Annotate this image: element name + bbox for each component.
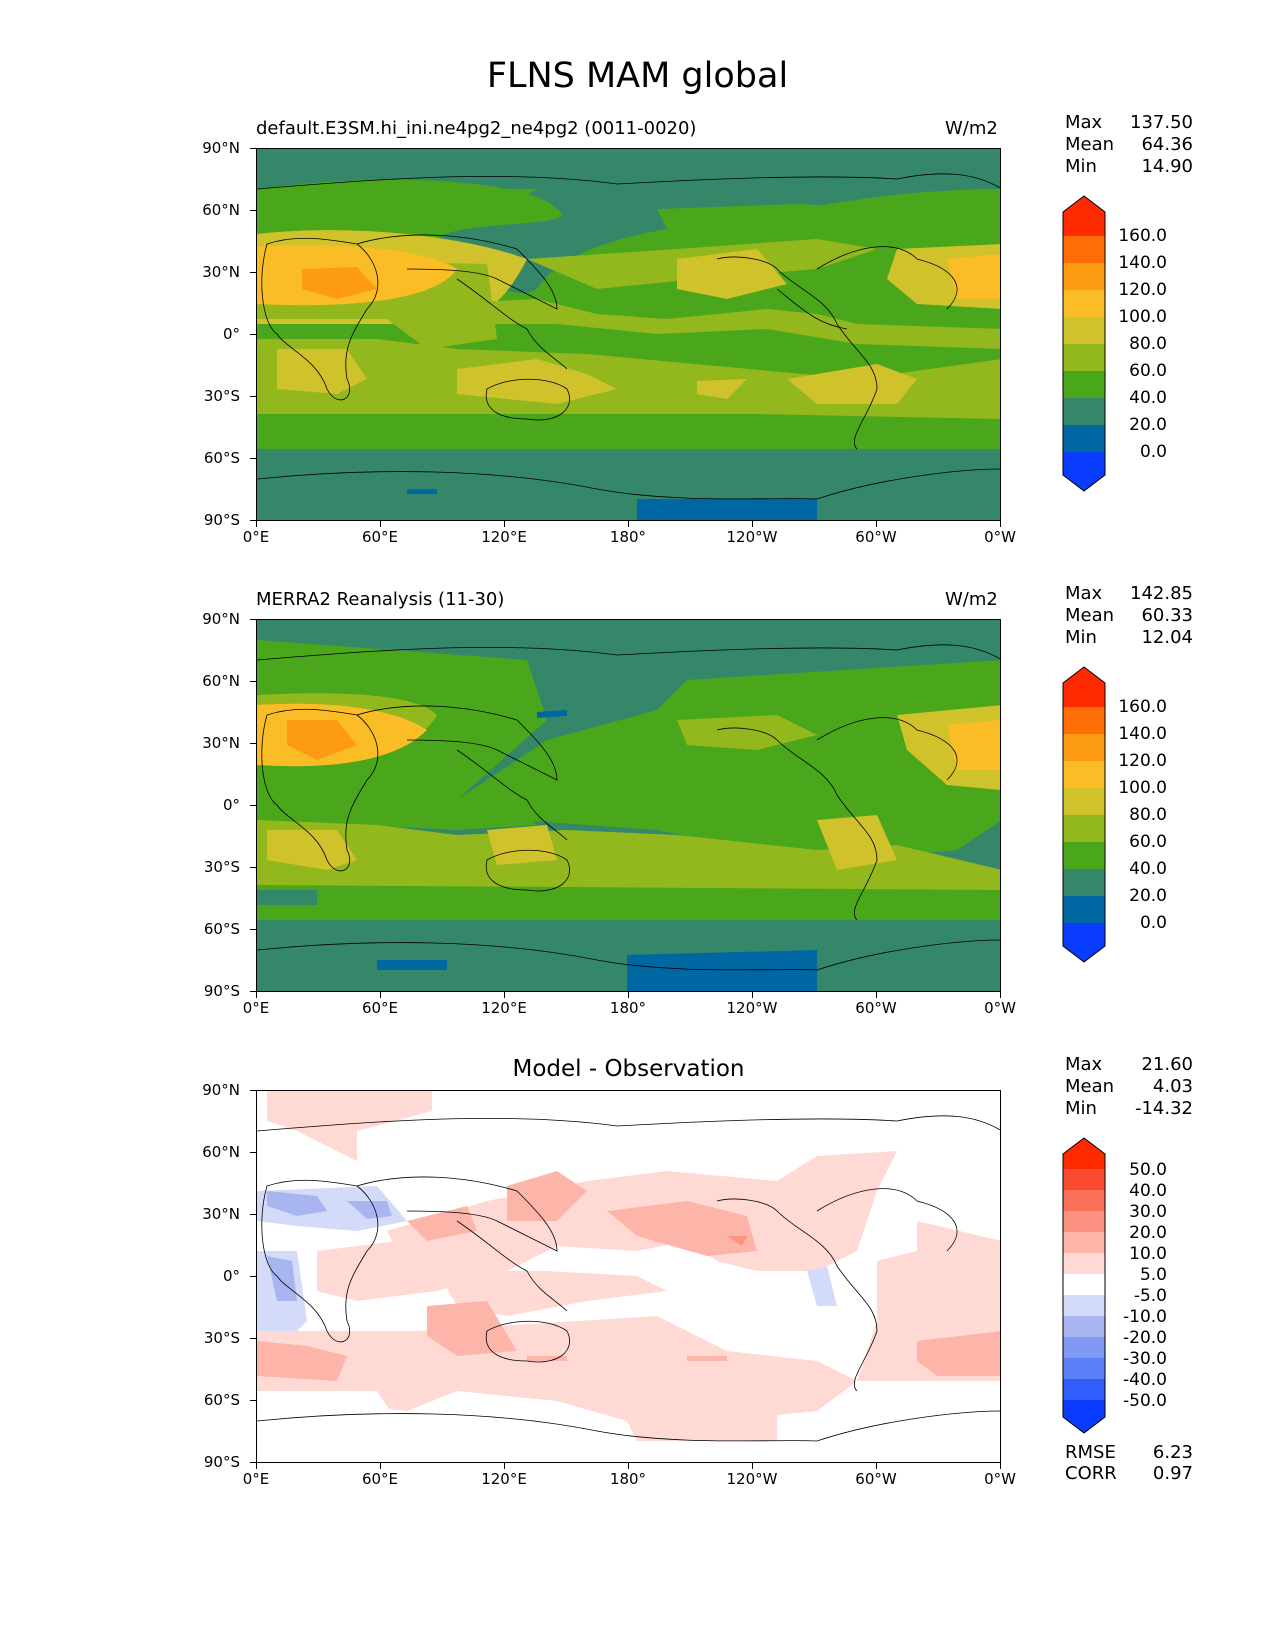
lon-tick-120w: 120°W: [726, 999, 778, 1017]
lat-tick-90s: 90°S: [203, 1453, 240, 1471]
corr-label: CORR: [1065, 1463, 1117, 1484]
lat-tick-90n: 90°N: [202, 1081, 240, 1099]
lat-tick-30n: 30°N: [202, 734, 240, 752]
model-cbar-label: 100.0: [1118, 307, 1167, 327]
diff-cbar-label: 5.0: [1139, 1265, 1167, 1285]
diff-stats: Max 21.60 Mean 4.03 Min -14.32: [1065, 1054, 1193, 1119]
diff-cbar-label: 10.0: [1129, 1244, 1167, 1264]
lat-tick-0: 0°: [222, 325, 240, 343]
rmse-label: RMSE: [1065, 1442, 1116, 1463]
obs-cbar-label: 0.0: [1139, 913, 1167, 933]
lat-tick-90s: 90°S: [203, 511, 240, 529]
obs-stats: Max 142.85 Mean 60.33 Min 12.04: [1065, 583, 1193, 648]
model-units: W/m2: [945, 118, 998, 139]
model-cbar-label: 0.0: [1139, 442, 1167, 462]
obs-map: [256, 619, 1001, 992]
lon-tick-120w: 120°W: [726, 1470, 778, 1488]
obs-cbar-label: 160.0: [1118, 697, 1167, 717]
model-cbar-label: 120.0: [1118, 280, 1167, 300]
lat-tick-60n: 60°N: [202, 672, 240, 690]
obs-cbar-label: 120.0: [1118, 751, 1167, 771]
obs-units: W/m2: [945, 589, 998, 610]
lon-tick-0w: 0°W: [984, 528, 1016, 546]
obs-cbar-label: 20.0: [1129, 886, 1167, 906]
diff-cbar-label: 20.0: [1129, 1223, 1167, 1243]
lat-tick-60s: 60°S: [203, 449, 240, 467]
model-stats: Max 137.50 Mean 64.36 Min 14.90: [1065, 112, 1193, 177]
lat-tick-30s: 30°S: [203, 387, 240, 405]
lat-tick-30n: 30°N: [202, 263, 240, 281]
lat-tick-30s: 30°S: [203, 858, 240, 876]
lon-tick-0e: 0°E: [242, 528, 270, 546]
lon-tick-120e: 120°E: [481, 528, 527, 546]
model-panel: default.E3SM.hi_ini.ne4pg2_ne4pg2 (0011-…: [0, 112, 1275, 588]
model-cbar-label: 80.0: [1129, 334, 1167, 354]
lon-tick-120e: 120°E: [481, 999, 527, 1017]
diff-cbar-label: -10.0: [1123, 1307, 1167, 1327]
obs-cbar-label: 140.0: [1118, 724, 1167, 744]
model-cbar-label: 160.0: [1118, 226, 1167, 246]
diff-metrics: RMSE 6.23 CORR 0.97: [1065, 1442, 1193, 1484]
model-cbar-label: 20.0: [1129, 415, 1167, 435]
lon-tick-60w: 60°W: [855, 1470, 897, 1488]
lon-tick-0e: 0°E: [242, 1470, 270, 1488]
lon-tick-0w: 0°W: [984, 1470, 1016, 1488]
diff-colorbar: [1062, 1137, 1106, 1434]
lon-tick-60e: 60°E: [361, 1470, 399, 1488]
lon-tick-180: 180°: [609, 1470, 647, 1488]
lon-tick-120w: 120°W: [726, 528, 778, 546]
diff-cbar-label: 40.0: [1129, 1181, 1167, 1201]
diff-cbar-label: -30.0: [1123, 1349, 1167, 1369]
lon-tick-0e: 0°E: [242, 999, 270, 1017]
obs-colorbar: [1062, 666, 1106, 963]
obs-panel-title: MERRA2 Reanalysis (11-30): [256, 589, 505, 610]
obs-cbar-label: 100.0: [1118, 778, 1167, 798]
lat-tick-60n: 60°N: [202, 1143, 240, 1161]
diff-panel: Model - Observation: [0, 1054, 1275, 1500]
obs-cbar-label: 80.0: [1129, 805, 1167, 825]
model-cbar-label: 60.0: [1129, 361, 1167, 381]
lon-tick-180: 180°: [609, 528, 647, 546]
lon-tick-60e: 60°E: [361, 528, 399, 546]
lat-tick-30n: 30°N: [202, 1205, 240, 1223]
model-panel-title: default.E3SM.hi_ini.ne4pg2_ne4pg2 (0011-…: [256, 118, 697, 139]
diff-cbar-label: -20.0: [1123, 1328, 1167, 1348]
rmse-value: 6.23: [1152, 1442, 1193, 1463]
lat-tick-90s: 90°S: [203, 982, 240, 1000]
lat-tick-60n: 60°N: [202, 201, 240, 219]
lat-tick-90n: 90°N: [202, 139, 240, 157]
obs-panel: MERRA2 Reanalysis (11-30) W/m2: [0, 583, 1275, 1059]
diff-map: [256, 1090, 1001, 1463]
corr-value: 0.97: [1152, 1463, 1193, 1484]
lon-tick-60w: 60°W: [855, 999, 897, 1017]
model-cbar-label: 140.0: [1118, 253, 1167, 273]
lat-tick-0: 0°: [222, 796, 240, 814]
diff-cbar-label: 30.0: [1129, 1202, 1167, 1222]
diff-cbar-label: -50.0: [1123, 1391, 1167, 1411]
lat-tick-0: 0°: [222, 1267, 240, 1285]
lon-tick-60e: 60°E: [361, 999, 399, 1017]
obs-cbar-label: 40.0: [1129, 859, 1167, 879]
lat-tick-30s: 30°S: [203, 1329, 240, 1347]
lon-tick-180: 180°: [609, 999, 647, 1017]
diff-panel-title: Model - Observation: [512, 1056, 745, 1082]
obs-cbar-label: 60.0: [1129, 832, 1167, 852]
diff-cbar-label: -5.0: [1133, 1286, 1167, 1306]
model-colorbar: [1062, 195, 1106, 492]
lat-tick-60s: 60°S: [203, 1391, 240, 1409]
figure-title: FLNS MAM global: [486, 56, 789, 96]
lon-tick-60w: 60°W: [855, 528, 897, 546]
lon-tick-120e: 120°E: [481, 1470, 527, 1488]
lat-tick-90n: 90°N: [202, 610, 240, 628]
diff-cbar-label: -40.0: [1123, 1370, 1167, 1390]
lat-tick-60s: 60°S: [203, 920, 240, 938]
model-cbar-label: 40.0: [1129, 388, 1167, 408]
lon-tick-0w: 0°W: [984, 999, 1016, 1017]
diff-cbar-label: 50.0: [1129, 1160, 1167, 1180]
model-map: [256, 148, 1001, 521]
